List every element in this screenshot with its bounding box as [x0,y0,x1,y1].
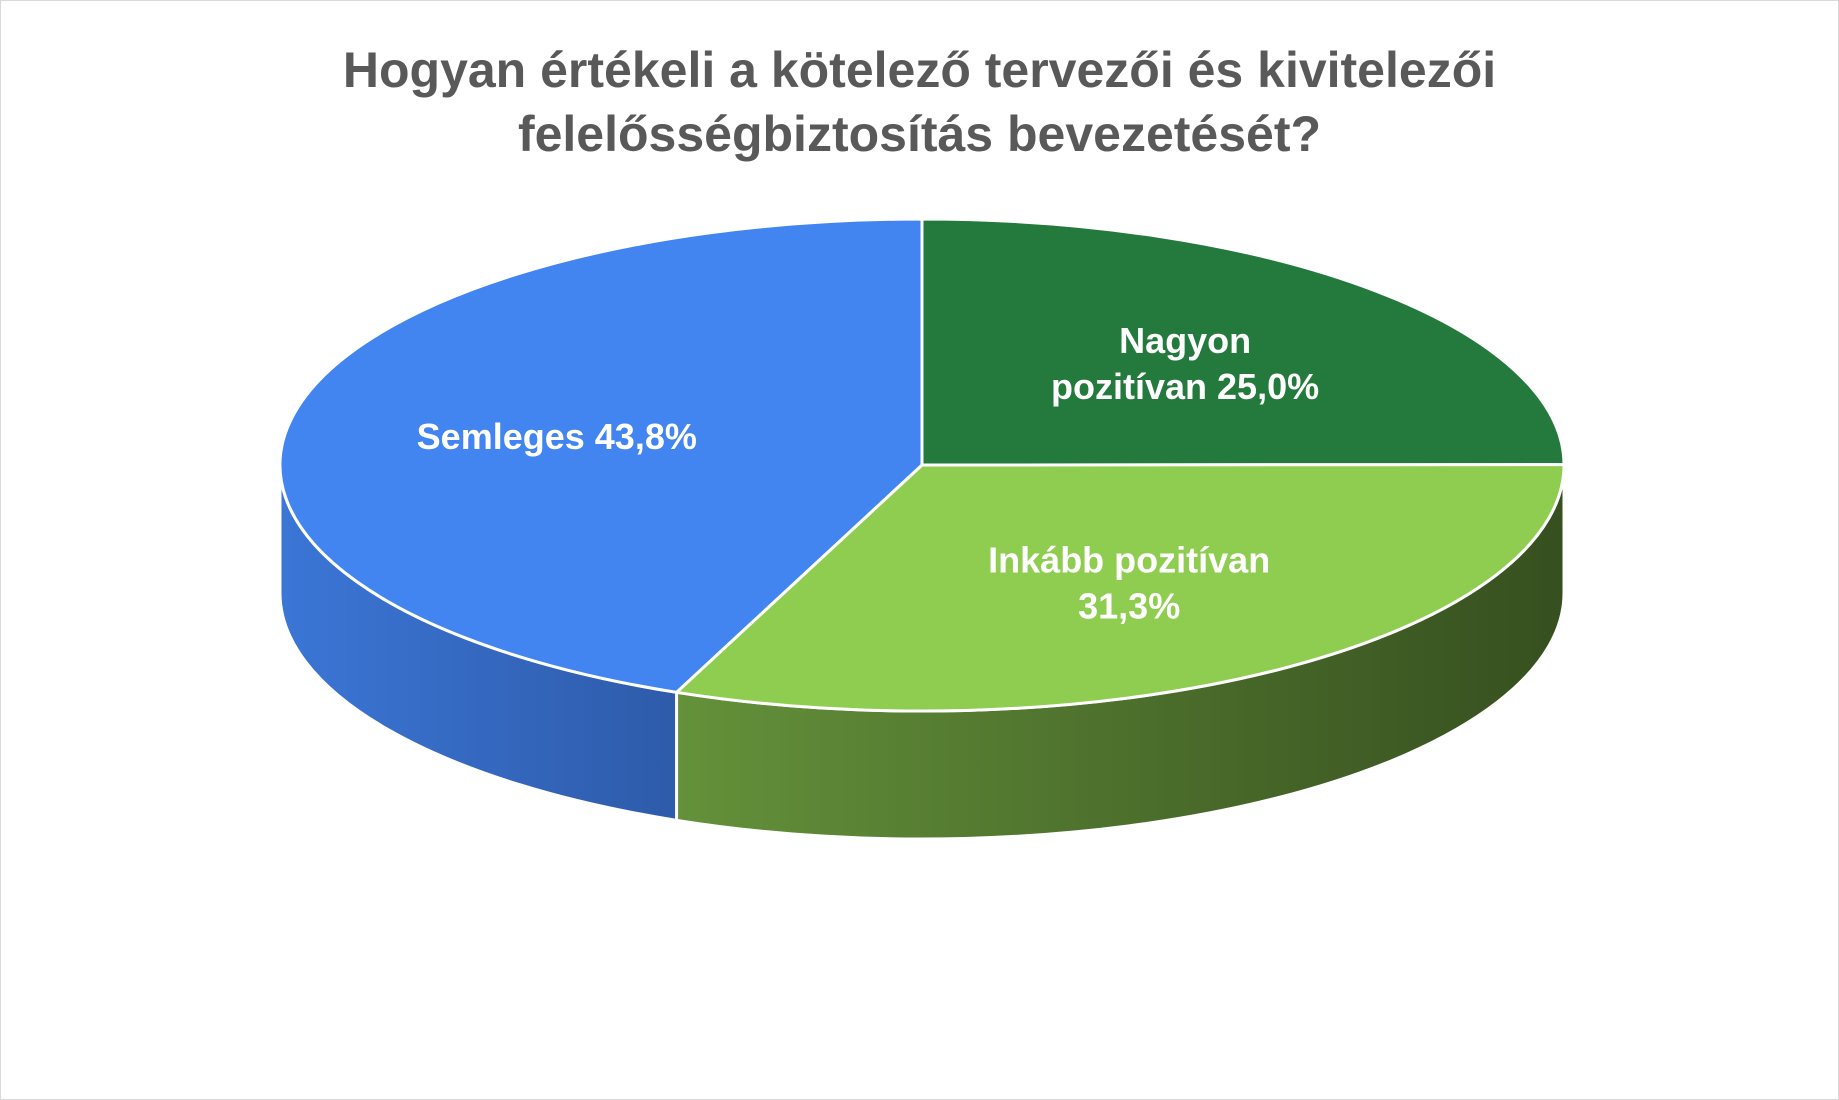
pie-slice-nagyon-pozitivan [920,217,1566,467]
pie-labels: Nagyon pozitívan 25,0% Inkább pozitívan 31,… [417,320,1319,627]
slice-label-semleges: Semleges 43,8% [417,416,697,457]
pie-slice-inkabb-pozitivan [675,463,1566,713]
chart-title: Hogyan értékeli a kötelező tervezői és k… [0,38,1839,166]
pie-slice-semleges [278,217,924,694]
slice-label-nagyon-pozitivan: Nagyon pozitívan 25,0% [1051,320,1319,407]
chart-title-line-1: Hogyan értékeli a kötelező tervezői és k… [342,42,1497,98]
chart-title-line-2: felelősségbiztosítás bevezetését? [517,106,1322,162]
pie-tops [278,217,1566,713]
slice-label-inkabb-pozitivan: Inkább pozitívan 31,3% [988,540,1270,627]
